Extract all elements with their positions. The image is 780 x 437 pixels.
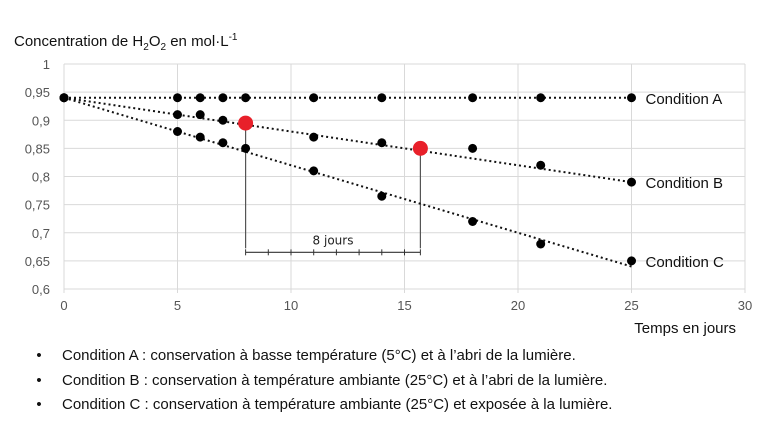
trendline xyxy=(63,96,632,268)
data-point xyxy=(377,138,387,148)
data-point xyxy=(173,127,182,136)
data-point xyxy=(536,239,546,249)
data-point xyxy=(377,93,387,103)
legend-text: Condition B : conservation à température… xyxy=(62,371,608,389)
data-point xyxy=(218,93,228,103)
data-point xyxy=(195,93,205,103)
data-point xyxy=(309,166,319,176)
bullet: • xyxy=(36,396,42,413)
data-point xyxy=(173,93,182,103)
x-tick-label: 25 xyxy=(624,298,638,313)
legend-text: Condition C : conservation à température… xyxy=(62,396,613,413)
x-tick-label: 0 xyxy=(60,298,67,313)
y-tick-label: 0,9 xyxy=(32,113,50,128)
data-point xyxy=(241,93,251,103)
legend-item-c: • Condition C : conservation à températur… xyxy=(30,393,612,418)
data-point xyxy=(536,160,546,170)
series-label: Condition B xyxy=(646,175,724,192)
y-tick-label: 0,85 xyxy=(25,141,50,156)
legend-item-a: • Condition A : conservation à basse temp… xyxy=(30,344,612,369)
data-point xyxy=(536,93,546,103)
x-tick-label: 20 xyxy=(511,298,525,313)
data-point xyxy=(59,93,69,103)
data-point xyxy=(309,93,319,103)
y-tick-label: 0,75 xyxy=(25,198,50,213)
highlight-point xyxy=(238,115,254,131)
bullet: • xyxy=(36,347,42,364)
series-label: Condition C xyxy=(646,254,725,271)
data-point xyxy=(241,143,251,153)
highlight-point xyxy=(412,140,428,156)
x-tick-label: 15 xyxy=(397,298,411,313)
data-point xyxy=(377,191,387,201)
data-point xyxy=(627,177,636,187)
data-point xyxy=(218,138,228,148)
legend-text: Condition A : conservation à basse tempé… xyxy=(62,347,576,364)
duration-label: 8 jours xyxy=(313,233,354,247)
x-axis-label: Temps en jours xyxy=(634,320,736,337)
y-axis-label: Concentration de H2O2 en mol·L-1 xyxy=(14,32,238,53)
y-tick-label: 1 xyxy=(43,57,50,72)
y-tick-label: 0,8 xyxy=(32,170,50,185)
data-point xyxy=(309,132,319,142)
legend-item-b: • Condition B : conservation à températur… xyxy=(30,369,612,394)
data-point xyxy=(468,143,478,153)
data-point xyxy=(627,256,636,266)
series-label: Condition A xyxy=(646,91,723,108)
data-point xyxy=(218,115,228,125)
y-tick-label: 0,65 xyxy=(25,254,50,269)
data-point xyxy=(173,110,182,120)
y-tick-label: 0,95 xyxy=(25,85,50,100)
data-point xyxy=(195,132,205,142)
x-tick-label: 5 xyxy=(174,298,181,313)
data-point xyxy=(468,93,478,103)
y-tick-label: 0,6 xyxy=(32,282,50,297)
x-tick-label: 10 xyxy=(284,298,298,313)
trendline xyxy=(63,96,632,184)
data-point xyxy=(627,93,636,103)
data-point xyxy=(195,110,205,120)
x-tick-label: 30 xyxy=(738,298,752,313)
bullet: • xyxy=(36,371,42,389)
conditions-legend: • Condition A : conservation à basse temp… xyxy=(30,344,612,418)
data-point xyxy=(468,217,478,226)
y-tick-label: 0,7 xyxy=(32,226,50,241)
